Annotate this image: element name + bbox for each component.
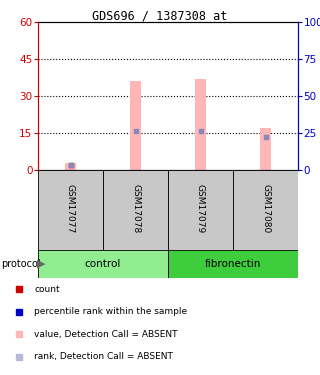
Bar [130, 81, 141, 170]
Text: GSM17080: GSM17080 [261, 184, 270, 233]
Text: rank, Detection Call = ABSENT: rank, Detection Call = ABSENT [34, 352, 173, 361]
Text: control: control [85, 259, 121, 269]
Text: GSM17077: GSM17077 [66, 184, 75, 233]
Bar [65, 163, 76, 170]
Text: percentile rank within the sample: percentile rank within the sample [34, 307, 187, 316]
Text: value, Detection Call = ABSENT: value, Detection Call = ABSENT [34, 330, 178, 339]
Bar [195, 79, 206, 170]
Text: GSM17078: GSM17078 [131, 184, 140, 233]
Text: protocol: protocol [1, 259, 40, 269]
Text: fibronectin: fibronectin [205, 259, 261, 269]
Text: GSM17079: GSM17079 [196, 184, 205, 233]
Text: count: count [34, 285, 60, 294]
Bar [233, 170, 298, 250]
Bar [168, 170, 233, 250]
Bar [168, 250, 298, 278]
Bar [38, 250, 168, 278]
Bar [38, 170, 103, 250]
Text: GDS696 / 1387308_at: GDS696 / 1387308_at [92, 9, 228, 22]
Bar [260, 128, 271, 170]
Text: ▶: ▶ [37, 259, 45, 269]
Bar [103, 170, 168, 250]
